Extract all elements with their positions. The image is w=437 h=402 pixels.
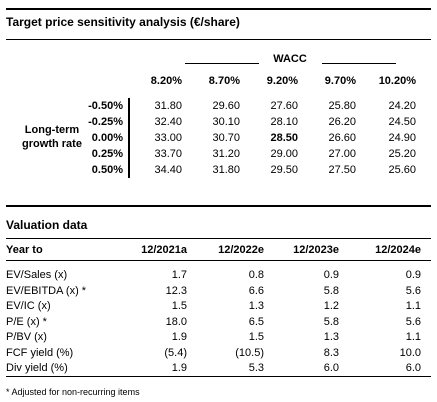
row-label: 0.25% [91,148,123,160]
cell: 27.00 [328,148,356,160]
rule [6,205,431,207]
row-header: growth rate [22,138,82,150]
cell: 33.70 [154,148,182,160]
row-label: -0.25% [88,116,123,128]
cell: 6.6 [248,284,264,297]
cell: 34.40 [154,164,182,176]
cell: 29.50 [270,164,298,176]
cell: 30.10 [212,116,240,128]
column-label: 8.20% [150,75,182,87]
column-label: 8.70% [208,75,240,87]
cell: 8.3 [323,346,339,359]
rule [6,8,431,10]
cell: 29.00 [270,148,298,160]
header-label: Year to [6,244,43,256]
cell: 6.0 [405,362,421,374]
rule [322,63,396,64]
cell: 5.8 [323,284,339,297]
cell: 18.0 [165,315,187,328]
cell: 29.60 [212,100,240,112]
cell: 1.3 [248,300,264,312]
cell: 5.8 [323,315,339,328]
cell: 5.3 [248,362,264,374]
header-label: 12/2024e [375,244,421,256]
cell: 24.90 [388,132,416,144]
row-label: FCF yield (%) [6,346,74,359]
cell: 6.0 [323,362,339,374]
rule [6,238,431,239]
cell: 5.6 [405,284,421,297]
cell: 1.9 [171,362,187,374]
cell: 27.60 [270,100,298,112]
cell: 5.6 [405,315,421,328]
cell: 24.20 [388,100,416,112]
row-label: EV/IC (x) [6,300,51,312]
row-label: 0.00% [91,132,123,144]
row-header: Long-term [24,124,80,136]
cell: 25.60 [388,164,416,176]
cell: 24.50 [388,116,416,128]
cell: 31.20 [212,148,240,160]
row-label: P/E (x) * [6,315,47,328]
cell: 30.70 [212,132,240,144]
row-label: 0.50% [91,164,123,176]
column-header: WACC [273,53,307,65]
cell: (5.4) [164,346,187,359]
cell: 0.8 [248,269,264,281]
cell: 32.40 [154,116,182,128]
cell: 1.5 [171,300,187,312]
cell: 0.9 [405,269,421,281]
column-label: 9.70% [324,75,356,87]
cell: 10.0 [399,346,421,359]
row-label: EV/EBITDA (x) * [6,284,87,297]
cell: 28.10 [270,116,298,128]
header-label: 12/2022e [218,244,264,256]
divider [128,98,130,178]
column-label: 9.20% [266,75,298,87]
cell: 31.80 [212,164,240,176]
cell: 6.5 [248,315,264,328]
rule [6,376,431,377]
column-label: 10.20% [378,75,416,87]
cell: 1.3 [323,331,339,343]
cell: 33.00 [154,132,182,144]
cell: 27.50 [328,164,356,176]
cell: 28.50 [270,132,298,144]
cell: 0.9 [323,269,339,281]
row-label: Div yield (%) [6,362,68,374]
cell: 1.7 [171,269,187,281]
row-label: EV/Sales (x) [6,269,68,281]
cell: 31.80 [154,100,182,112]
cell: 25.80 [328,100,356,112]
rule [185,63,259,64]
row-label: -0.50% [88,100,123,112]
cell: 25.20 [388,148,416,160]
cell: 1.1 [405,331,421,343]
cell: 1.2 [323,300,339,312]
cell: 26.60 [328,132,356,144]
cell: 12.3 [165,284,187,297]
section-title: Target price sensitivity analysis (€/sha… [6,15,240,29]
rule [6,39,431,40]
cell: (10.5) [235,346,264,359]
header-label: 12/2021a [141,244,187,256]
row-label: P/BV (x) [6,331,47,343]
cell: 1.1 [405,300,421,312]
cell: 26.20 [328,116,356,128]
cell: 1.9 [171,331,187,343]
header-label: 12/2023e [293,244,339,256]
section-title: Valuation data [6,218,88,232]
cell: 1.5 [248,331,264,343]
rule [6,260,431,261]
footnote: * Adjusted for non-recurring items [6,387,140,397]
